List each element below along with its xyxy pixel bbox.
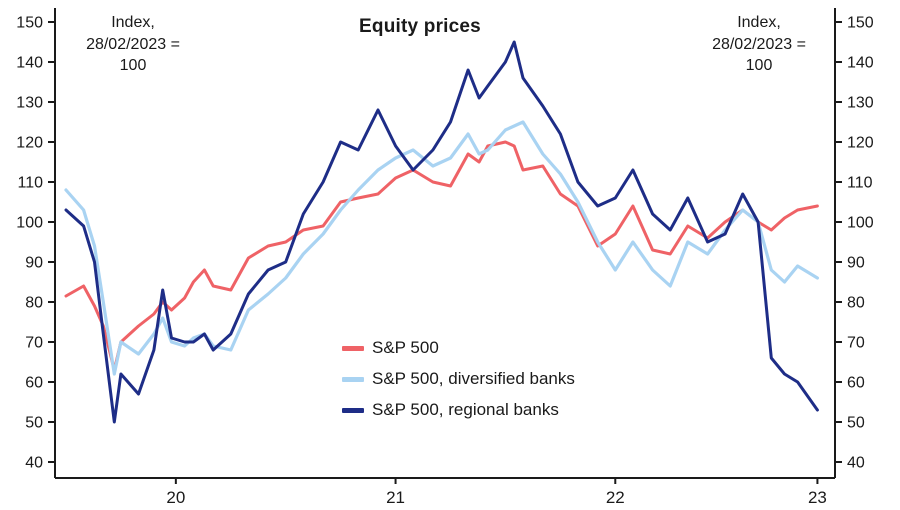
y-tick-label-left: 100: [16, 215, 43, 232]
y-tick-label-right: 60: [847, 375, 865, 392]
x-tick-label: 20: [166, 488, 185, 507]
legend-label-regional-banks: S&P 500, regional banks: [372, 400, 559, 419]
axis-tick-labels: 40 40 50 50 60 60 70 70 80 80 90 90 100 100 110 110 120 1…: [16, 15, 874, 508]
y-tick-label-left: 70: [25, 335, 43, 352]
y-tick-label-right: 70: [847, 335, 865, 352]
y-tick-label-right: 40: [847, 455, 865, 472]
y-tick-label-left: 90: [25, 255, 43, 272]
y-tick-label-left: 80: [25, 295, 43, 312]
y-tick-label-left: 140: [16, 55, 43, 72]
y-tick-label-right: 140: [847, 55, 874, 72]
regional-banks-line-swatch-icon: [342, 407, 364, 413]
x-tick-label: 22: [606, 488, 625, 507]
legend-label-sp500: S&P 500: [372, 338, 439, 357]
y-tick-label-right: 110: [847, 175, 873, 192]
axes: [48, 8, 842, 484]
chart-title: Equity prices: [359, 16, 481, 37]
index-note-left: Index, 28/02/2023 = 100: [86, 14, 180, 75]
y-tick-label-right: 100: [847, 215, 874, 232]
y-tick-label-left: 130: [16, 95, 43, 112]
legend-item-diversified-banks: S&P 500, diversified banks: [342, 369, 575, 389]
diversified-banks-line-swatch-icon: [342, 376, 364, 382]
y-tick-label-right: 130: [847, 95, 874, 112]
x-tick-label: 23: [808, 488, 827, 507]
index-note-right: Index, 28/02/2023 = 100: [712, 14, 806, 75]
legend: S&P 500 S&P 500, diversified banks S&P 5…: [342, 338, 575, 420]
y-tick-label-left: 110: [17, 175, 43, 192]
legend-label-diversified-banks: S&P 500, diversified banks: [372, 369, 575, 388]
y-tick-label-right: 120: [847, 135, 874, 152]
x-tick-label: 21: [386, 488, 405, 507]
y-tick-label-left: 150: [16, 15, 43, 32]
y-tick-label-left: 40: [25, 455, 43, 472]
y-tick-label-left: 120: [16, 135, 43, 152]
legend-item-sp500: S&P 500: [342, 338, 575, 358]
series-line-s-p-500: [64, 140, 819, 372]
sp500-line-swatch-icon: [342, 345, 364, 351]
series-line-s-p-500-diversified-banks: [64, 120, 820, 376]
y-tick-label-right: 80: [847, 295, 865, 312]
y-tick-label-right: 90: [847, 255, 865, 272]
y-tick-label-right: 50: [847, 415, 865, 432]
y-tick-label-right: 150: [847, 15, 874, 32]
y-tick-label-left: 50: [25, 415, 43, 432]
series-line-s-p-500-regional-banks: [64, 40, 819, 424]
y-tick-label-left: 60: [25, 375, 43, 392]
legend-item-regional-banks: S&P 500, regional banks: [342, 400, 575, 420]
